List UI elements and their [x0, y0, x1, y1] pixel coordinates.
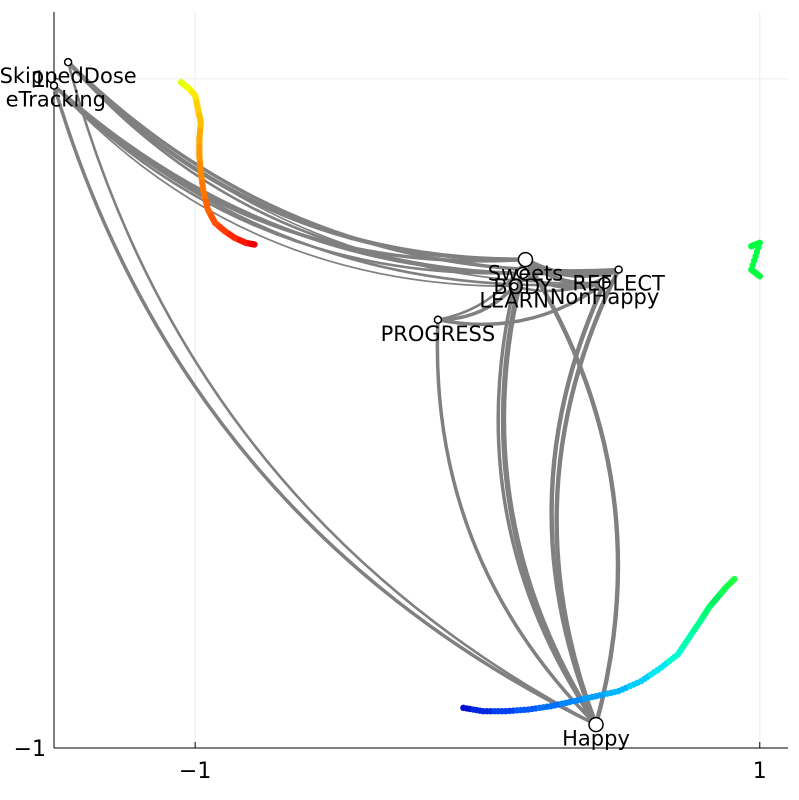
edges	[52, 59, 622, 728]
node-learn	[509, 282, 519, 291]
edge-PROGRESS-LEARN	[436, 284, 516, 322]
node-label-learn: LEARN	[479, 288, 549, 312]
node-reflect	[614, 265, 623, 274]
edge-LEARN-REFLECT	[512, 268, 620, 293]
node-nonhappy	[598, 276, 611, 290]
node-happy	[588, 716, 604, 733]
node-label-etracking: eTracking	[6, 88, 106, 112]
edge-eTracking-REFLECT	[52, 83, 621, 276]
edge-Sweets-Happy	[500, 256, 599, 728]
edge-BODY-NonHappy	[520, 271, 607, 290]
edge-Happy-Sweets	[523, 257, 621, 727]
edge-eTracking-BODY	[52, 84, 524, 275]
y-tick-label: 1	[32, 68, 46, 93]
node-progress	[433, 315, 443, 325]
node-skippeddose	[63, 57, 73, 67]
node-label-body: BODY	[493, 275, 552, 299]
axes	[53, 12, 788, 749]
node-body	[516, 266, 529, 280]
y-tick-label: −1	[14, 737, 46, 762]
node-etracking	[49, 81, 59, 90]
lower-trajectory-point	[731, 575, 738, 583]
upper-trajectory-point	[251, 241, 258, 248]
node-label-sweets: Sweets	[488, 262, 564, 286]
edge-PROGRESS-Happy	[435, 318, 598, 727]
x-tick-label: −1	[179, 759, 211, 784]
node-label-progress: PROGRESS	[381, 322, 496, 346]
node-label-reflect: REFLECT	[572, 272, 665, 296]
right-edge-fragments-point	[756, 273, 763, 280]
edge-SkippedDose-NonHappy	[67, 61, 606, 285]
x-tick-label: 1	[753, 759, 767, 784]
node-label-happy: Happy	[562, 727, 630, 751]
node-label-nonhappy: NonHappy	[550, 285, 660, 309]
node-label-skippeddose: SkippedDose	[0, 64, 137, 88]
nodes	[49, 57, 623, 733]
edge-eTracking-LEARN	[53, 84, 516, 288]
edge-SkippedDose-Happy	[66, 60, 598, 726]
edge-REFLECT-Happy	[554, 267, 621, 727]
grid	[54, 12, 788, 749]
edge-LEARN-Happy	[496, 284, 598, 727]
node-sweets	[517, 251, 534, 268]
edge-eTracking-Happy	[52, 83, 598, 727]
trajectories	[177, 79, 763, 715]
edge-PROGRESS-NonHappy	[436, 281, 607, 326]
tick-labels: −1 1 −1 1	[14, 68, 767, 784]
